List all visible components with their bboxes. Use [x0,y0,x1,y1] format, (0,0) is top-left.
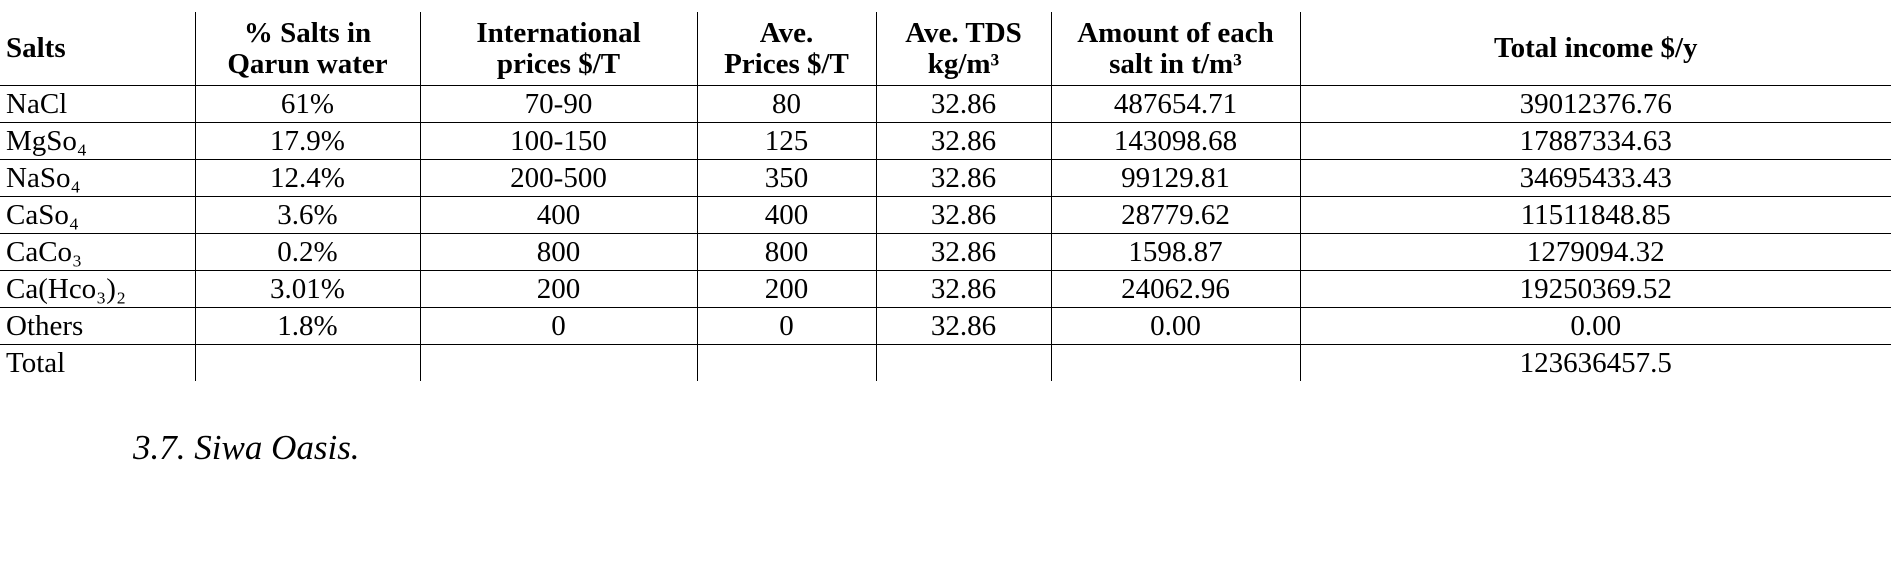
table-cell: 28779.62 [1050,196,1300,234]
table-cell: 61% [194,85,420,123]
table-cell: 0 [696,307,876,345]
table-cell: 32.86 [875,196,1051,234]
empty-cell [875,344,1051,381]
table-row: NaCl 61% 70-90 80 32.86 487654.71 39012376.76 [0,85,1891,123]
table-cell: 32.86 [875,270,1051,308]
table-row: Others 1.8% 0 0 32.86 0.00 0.00 [0,307,1891,345]
table-cell: 200-500 [419,159,697,197]
table-row: Ca(Hco₃)₂ 3.01% 200 200 32.86 24062.96 1925036… [0,270,1891,308]
table-cell: 17887334.63 [1299,122,1891,160]
table-cell: 0 [419,307,697,345]
table-cell: 19250369.52 [1299,270,1891,308]
table-cell: 24062.96 [1050,270,1300,308]
table-cell: 34695433.43 [1299,159,1891,197]
table-cell: 125 [696,122,876,160]
table-cell: CaSo₄ [0,196,195,234]
table-cell: 0.2% [194,233,420,271]
table-cell: 32.86 [875,122,1051,160]
table-cell: 400 [419,196,697,234]
header-text: salt in t/m³ [1109,47,1242,80]
header-text: International [476,17,641,50]
table-cell: 32.86 [875,233,1051,271]
header-text: Ave. [759,17,814,50]
table-row: CaSo₄ 3.6% 400 400 32.86 28779.62 11511848.85 [0,196,1891,234]
table-row: NaSo₄ 12.4% 200-500 350 32.86 99129.81 3469543… [0,159,1891,197]
section-heading: 3.7. Siwa Oasis. [133,428,360,467]
header-text: Amount of each [1077,17,1274,50]
table-cell: 11511848.85 [1299,196,1891,234]
empty-cell [1050,344,1300,381]
table-row: MgSo₄ 17.9% 100-150 125 32.86 143098.68 178873… [0,122,1891,160]
table-cell: 350 [696,159,876,197]
header-text: Salts [6,32,66,65]
salts-table: Salts% Salts in Qarun water International p… [0,12,1891,381]
table-cell: MgSo₄ [0,122,195,160]
header-text: Qarun water [227,47,388,80]
table-cell: 39012376.76 [1299,85,1891,123]
header-cell: Ave. TDS kg/m³ [875,12,1051,86]
table-cell: Others [0,307,195,345]
table-cell: 800 [696,233,876,271]
table-cell: 200 [419,270,697,308]
table-cell: 1279094.32 [1299,233,1891,271]
empty-cell [194,344,420,381]
table-body: NaCl 61% 70-90 80 32.86 487654.71 39012376.76 M… [0,85,1891,381]
empty-cell [419,344,697,381]
table-cell: 32.86 [875,307,1051,345]
table-cell: 12.4% [194,159,420,197]
table-cell: Total [6,346,66,379]
table-cell: 32.86 [875,85,1051,123]
table-cell: 1598.87 [1050,233,1300,271]
table-cell: 0.00 [1299,307,1891,345]
table-cell: 80 [696,85,876,123]
table-cell: 0.00 [1050,307,1300,345]
table-cell: 487654.71 [1050,85,1300,123]
table-cell: 100-150 [419,122,697,160]
table-cell: Ca(Hco₃)₂ [0,270,195,308]
table-cell: 17.9% [194,122,420,160]
header-text: Ave. TDS [905,17,1022,50]
table-cell: 3.6% [194,196,420,234]
table-cell: 123636457.5 [1299,344,1891,381]
table-cell: CaCo₃ [0,233,195,271]
table-cell: 800 [419,233,697,271]
header-text: Total income $/y [1493,32,1698,65]
table-cell: NaCl [0,85,195,123]
table-row: Total 123636457.5 [0,344,1891,381]
header-cell: Salts [0,12,195,86]
empty-cell [696,344,876,381]
header-cell: Ave. Prices $/T [696,12,876,86]
table-cell: 200 [696,270,876,308]
table-cell: 70-90 [419,85,697,123]
header-text: Prices $/T [724,47,849,80]
header-text: % Salts in [243,17,372,50]
header-row: Salts% Salts in Qarun water International p… [0,12,1891,86]
header-cell: % Salts in Qarun water [194,12,420,86]
table-cell: 1.8% [194,307,420,345]
header-cell: Total income $/y [1299,12,1891,86]
table-cell: 400 [696,196,876,234]
table-cell: 32.86 [875,159,1051,197]
header-text: prices $/T [496,47,621,80]
table-cell: 3.01% [194,270,420,308]
table-row: CaCo₃ 0.2% 800 800 32.86 1598.87 1279094.32 [0,233,1891,271]
table-cell: 99129.81 [1050,159,1300,197]
table-cell: 143098.68 [1050,122,1300,160]
header-cell: Amount of each salt in t/m³ [1050,12,1300,86]
header-cell: International prices $/T [419,12,697,86]
header-text: kg/m³ [927,47,1000,80]
table-cell: NaSo₄ [0,159,195,197]
